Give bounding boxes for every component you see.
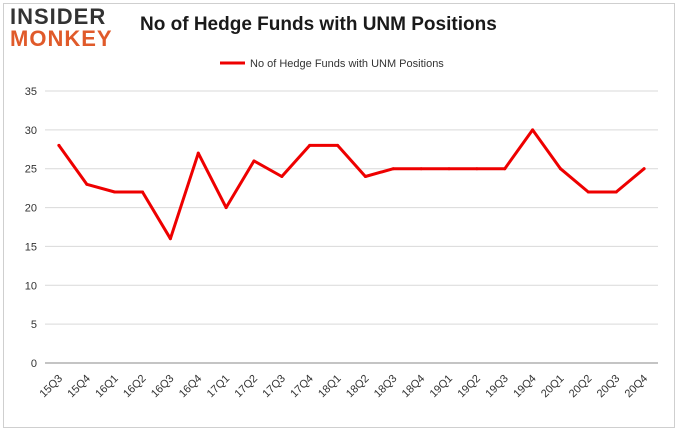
x-tick-label: 20Q2 xyxy=(567,373,595,401)
x-tick-label: 18Q4 xyxy=(400,373,428,401)
y-tick-label: 15 xyxy=(25,241,37,253)
data-point xyxy=(531,128,535,132)
x-tick-label: 20Q4 xyxy=(623,373,651,401)
x-tick-label: 18Q2 xyxy=(344,373,372,401)
data-point xyxy=(252,159,256,163)
x-tick-label: 20Q1 xyxy=(539,373,567,401)
data-point xyxy=(586,190,590,194)
x-tick-label: 16Q2 xyxy=(121,373,149,401)
data-point xyxy=(196,151,200,155)
data-point xyxy=(141,190,145,194)
x-tick-label: 15Q3 xyxy=(38,373,66,401)
x-tick-label: 17Q4 xyxy=(288,373,316,401)
logo-bottom-text: MONKEY xyxy=(10,26,113,51)
legend: No of Hedge Funds with UNM Positions xyxy=(220,58,444,70)
x-tick-label: 16Q4 xyxy=(177,373,205,401)
x-tick-label: 16Q3 xyxy=(149,373,177,401)
data-point xyxy=(447,167,451,171)
insider-monkey-logo: INSIDER MONKEY xyxy=(10,6,130,56)
y-tick-label: 30 xyxy=(25,125,37,137)
data-point xyxy=(85,182,89,186)
y-tick-label: 0 xyxy=(31,358,37,370)
data-point xyxy=(57,143,61,147)
data-point xyxy=(419,167,423,171)
data-point xyxy=(391,167,395,171)
chart-frame xyxy=(3,3,675,428)
data-point xyxy=(336,143,340,147)
y-tick-label: 25 xyxy=(25,164,37,176)
legend-label: No of Hedge Funds with UNM Positions xyxy=(250,58,444,70)
chart-title: No of Hedge Funds with UNM Positions xyxy=(140,14,497,35)
x-tick-label: 17Q2 xyxy=(233,373,261,401)
y-tick-label: 5 xyxy=(31,319,37,331)
x-tick-label: 17Q1 xyxy=(205,373,233,401)
data-point xyxy=(614,190,618,194)
data-point xyxy=(503,167,507,171)
x-tick-label: 19Q1 xyxy=(428,373,456,401)
data-point xyxy=(363,174,367,178)
data-point xyxy=(475,167,479,171)
data-point xyxy=(168,237,172,241)
y-tick-label: 20 xyxy=(25,203,37,215)
y-tick-label: 35 xyxy=(25,86,37,98)
x-tick-label: 18Q1 xyxy=(316,373,344,401)
x-tick-label: 20Q3 xyxy=(595,373,623,401)
y-tick-label: 10 xyxy=(25,280,37,292)
data-point xyxy=(113,190,117,194)
x-tick-label: 18Q3 xyxy=(372,373,400,401)
x-tick-label: 17Q3 xyxy=(260,373,288,401)
logo-top-text: INSIDER xyxy=(10,4,107,29)
data-point xyxy=(558,167,562,171)
x-tick-label: 19Q4 xyxy=(511,373,539,401)
data-point xyxy=(224,206,228,210)
x-tick-label: 19Q2 xyxy=(455,373,483,401)
data-point xyxy=(642,167,646,171)
x-tick-label: 15Q4 xyxy=(65,373,93,401)
x-tick-label: 19Q3 xyxy=(483,373,511,401)
series-line-0 xyxy=(57,128,646,241)
data-point xyxy=(280,174,284,178)
data-point xyxy=(308,143,312,147)
x-tick-label: 16Q1 xyxy=(93,373,121,401)
